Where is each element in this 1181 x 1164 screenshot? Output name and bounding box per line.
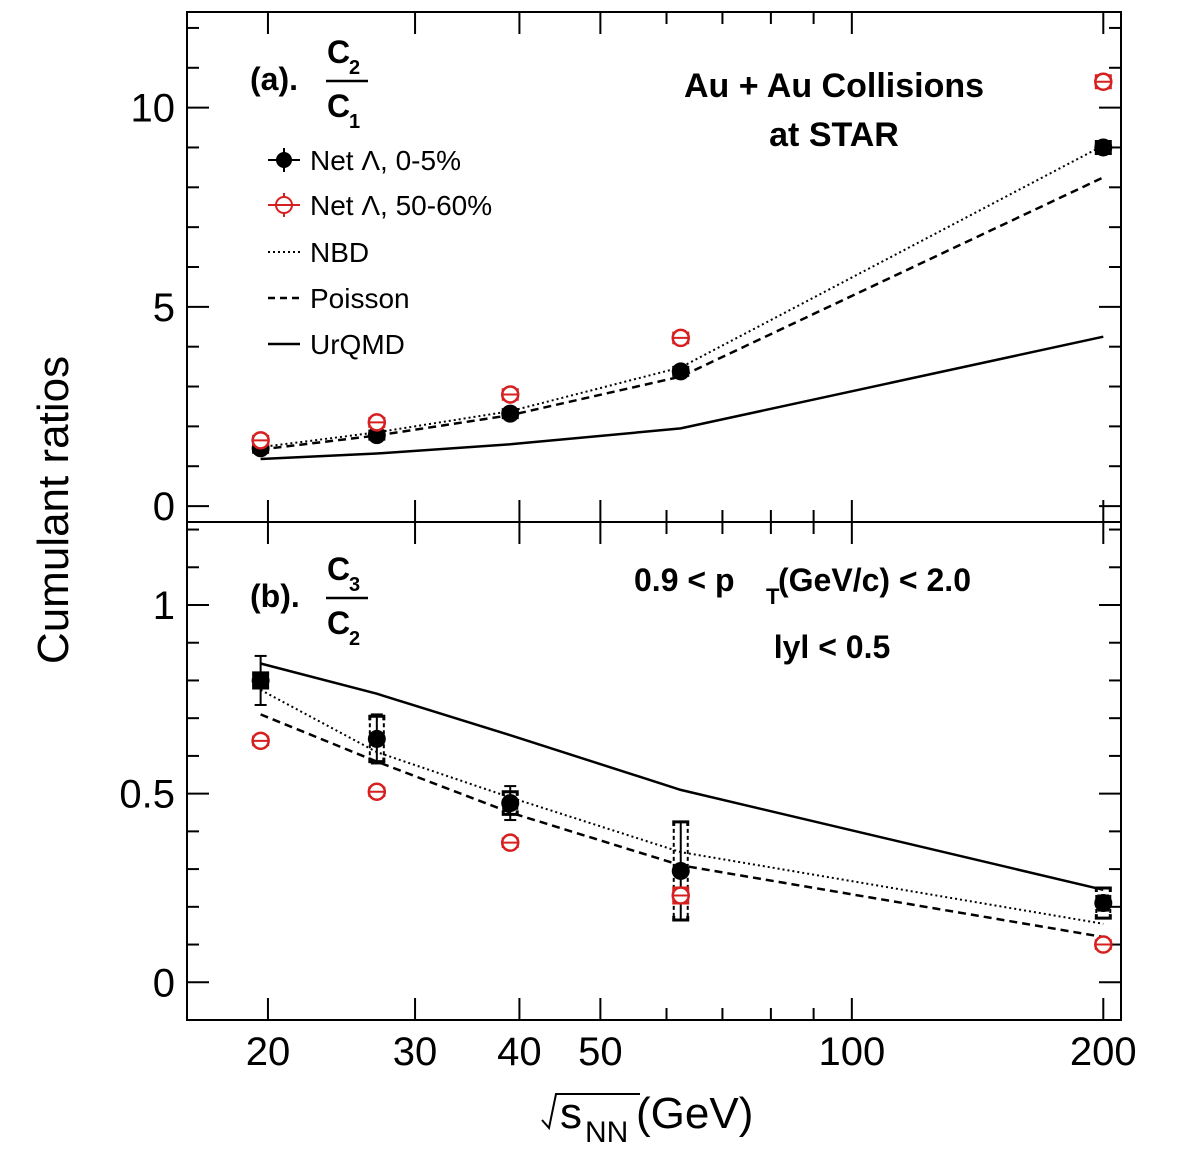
data-point-peripheral [1094, 72, 1113, 91]
y-axis-title: Cumulant ratios [29, 356, 78, 664]
data-point-peripheral [251, 731, 270, 751]
legend-label: Net Λ, 0-5% [310, 145, 461, 176]
data-point-peripheral [367, 413, 387, 432]
legend-item-nbd: NBD [268, 237, 369, 268]
x-tick-label: 40 [497, 1030, 542, 1074]
x-axis-title-s: s [560, 1089, 582, 1138]
panel-b-points [251, 654, 1113, 954]
panel-b-ticks: 20 30 40 50 100 200 0 0.5 1 [119, 522, 1137, 1074]
x-axis-title-unit: (GeV) [636, 1089, 753, 1138]
data-point-central [501, 404, 520, 423]
pt-cut-start: 0.9 < p [634, 562, 735, 598]
pt-cut-rest: (GeV/c) < 2.0 [778, 562, 971, 598]
data-point-central [671, 362, 690, 381]
ratio-b-den-sub: 2 [349, 628, 360, 650]
ratio-a-num-sub: 2 [349, 57, 360, 79]
panel-b-annotation-line1: 0.9 < p T (GeV/c) < 2.0 [634, 562, 971, 609]
panel-a-title: Au + Au Collisions [684, 67, 984, 105]
data-point-central [251, 654, 270, 706]
filled-circle-marker [367, 729, 386, 748]
legend: Net Λ, 0-5% Net Λ, 50-60% NBD Poisson Ur… [268, 145, 492, 360]
data-point-peripheral [500, 833, 520, 852]
data-point-peripheral [671, 886, 690, 905]
data-point-peripheral [1094, 935, 1113, 954]
ratio-a-den: C [327, 88, 350, 124]
data-point-central [501, 785, 520, 822]
filled-circle-marker [671, 861, 690, 880]
x-tick-label: 100 [818, 1030, 885, 1074]
ratio-b-num-sub: 3 [349, 574, 360, 596]
y-tick-label: 10 [131, 87, 176, 131]
legend-label: UrQMD [310, 329, 405, 360]
sqrt-sign [541, 1093, 640, 1131]
x-tick-label: 200 [1070, 1030, 1137, 1074]
y-tick-label: 0.5 [119, 773, 175, 817]
x-axis-title: s NN (GeV) [541, 1089, 753, 1149]
panel-a-points [251, 72, 1113, 458]
curve-poisson [260, 713, 1104, 939]
x-tick-label: 20 [246, 1030, 291, 1074]
y-tick-label: 1 [153, 584, 175, 628]
data-point-peripheral [671, 328, 690, 348]
legend-filled-circle-marker [276, 152, 292, 168]
data-point-central [1094, 138, 1113, 157]
data-point-peripheral [251, 431, 270, 450]
legend-item-net-lambda-50-60: Net Λ, 50-60% [268, 190, 492, 221]
curve-urqmd [260, 662, 1104, 892]
ratio-b-den: C [327, 605, 350, 641]
legend-label: Net Λ, 50-60% [310, 190, 492, 221]
panel-a-ratio-label: C 2 C 1 [326, 34, 368, 133]
filled-circle-marker [1094, 138, 1113, 157]
panel-b-label: (b). [250, 578, 300, 614]
data-point-peripheral [500, 385, 520, 404]
filled-circle-marker [501, 404, 520, 423]
filled-circle-marker [1094, 894, 1113, 913]
curve-urqmd [260, 335, 1104, 461]
x-axis-title-sub: NN [585, 1116, 628, 1149]
legend-item-net-lambda-0-5: Net Λ, 0-5% [268, 145, 461, 176]
panel-b-frame [186, 521, 1122, 1021]
legend-label: NBD [310, 237, 369, 268]
pt-cut-sub: T [766, 584, 780, 609]
y-tick-label: 0 [153, 961, 175, 1005]
legend-item-poisson: Poisson [268, 283, 410, 314]
data-point-central [1094, 886, 1113, 920]
y-tick-label: 5 [153, 286, 175, 330]
legend-label: Poisson [310, 283, 410, 314]
filled-circle-marker [367, 426, 386, 445]
data-point-central [367, 713, 386, 765]
panel-a-ticks: 0 5 10 [131, 12, 1121, 529]
y-tick-label: 0 [153, 485, 175, 529]
panel-a-label: (a). [250, 61, 298, 97]
data-point-peripheral [367, 782, 387, 801]
legend-item-urqmd: UrQMD [268, 329, 405, 360]
ratio-a-den-sub: 1 [349, 111, 360, 133]
filled-circle-marker [671, 362, 690, 381]
data-point-central [671, 820, 690, 922]
panel-b-annotation-line2: lyl < 0.5 [774, 629, 891, 665]
panel-a-subtitle: at STAR [769, 116, 899, 154]
ratio-b-num: C [327, 551, 350, 587]
panel-b-curves [260, 662, 1104, 939]
x-tick-label: 30 [393, 1030, 438, 1074]
filled-circle-marker [501, 794, 520, 813]
filled-circle-marker [251, 671, 270, 690]
x-tick-label: 50 [578, 1030, 623, 1074]
ratio-a-num: C [327, 34, 350, 70]
panel-b-ratio-label: C 3 C 2 [326, 551, 368, 650]
